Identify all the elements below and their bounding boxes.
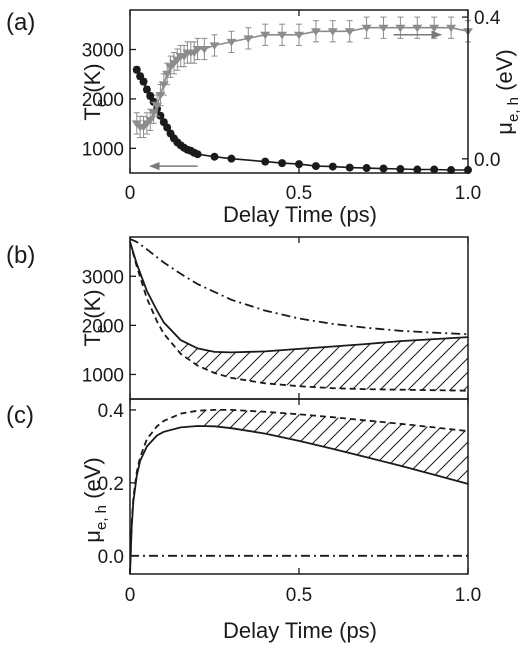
panel-a-point (199, 45, 210, 54)
panel-c-ytick-label: 0.4 (98, 401, 125, 422)
panel-a-point (193, 150, 202, 159)
panel-a-point (152, 102, 163, 111)
panel-a-point (395, 24, 406, 33)
panel-c-curve-lower (129, 425, 469, 575)
panel-a-ytick-label: 1000 (82, 139, 124, 160)
panel-a-point (345, 163, 354, 172)
panel-a-point (278, 159, 287, 168)
panel-a-point (378, 24, 389, 33)
panel-c-xtick-label: 0 (125, 585, 136, 606)
panel-a-point (156, 111, 165, 120)
panel-a-point (412, 24, 423, 33)
panel-a-xtick-label: 1.0 (455, 183, 481, 204)
panel-a-point (328, 162, 337, 171)
panel-a-y2label: μe, h (eV) (492, 49, 522, 134)
panel-c-ytick-label: 0.2 (98, 474, 124, 495)
panel-a-xlabel: Delay Time (ps) (223, 202, 377, 227)
panel-a-ytick-label: 2000 (82, 90, 124, 111)
panel-a-point (310, 28, 321, 36)
panel-b-ticks: 1000 2000 3000 (82, 237, 469, 399)
panel-b-ytick-label: 1000 (82, 365, 124, 386)
panel-a-point (155, 92, 166, 100)
panel-b: (b) 1000 2000 3000 Te (K) (6, 236, 469, 400)
panel-a-point (243, 35, 254, 43)
panel-a-point (146, 91, 155, 100)
panel-c-xtick-label: 0.5 (286, 585, 312, 606)
panel-c-xlabel: Delay Time (ps) (223, 618, 377, 643)
panel-a-series-2-line (136, 26, 469, 128)
panel-a-point (327, 28, 338, 36)
panel-b-marks (129, 238, 469, 392)
panel-c-marks (129, 408, 469, 575)
panel-a-point (311, 162, 320, 171)
panel-a-point (261, 157, 270, 166)
panel-b-label: (b) (6, 242, 35, 269)
panel-a-point (226, 38, 237, 47)
panel-c-ticks: 0 0.5 1.0 0.0 0.2 0.4 (98, 399, 481, 606)
panel-b-curve-dashdot (129, 238, 469, 336)
panel-a-xtick-label: 0 (125, 183, 136, 204)
panel-a-point (158, 81, 169, 89)
panel-a-point (361, 24, 372, 33)
panel-a-label: (a) (6, 9, 35, 36)
panel-a-right-ytick-label: 0.4 (474, 8, 501, 29)
panel-a: (a) 0 0.5 1.0 1000 2000 3000 0.0 0.4 Delay Time… (6, 8, 522, 227)
panel-a-marks (131, 16, 473, 175)
panel-a-point (379, 164, 388, 173)
panel-a-point (163, 123, 172, 132)
panel-b-curve-lower (129, 241, 469, 392)
panel-b-ylabel: Te (K) (80, 289, 110, 346)
panel-a-ytick-label: 3000 (82, 41, 124, 62)
panel-a-point (294, 31, 304, 40)
panel-a-point (209, 42, 220, 50)
panel-a-point (210, 152, 219, 161)
panel-a-point (344, 28, 355, 36)
panel-a-series-1-line (136, 69, 468, 171)
panel-a-ylabel: Te (K) (80, 63, 110, 120)
panel-a-point (446, 24, 457, 33)
panel-c-xtick-label: 1.0 (455, 585, 481, 606)
panel-b-hatch-region (180, 337, 468, 391)
panel-a-point (362, 164, 371, 173)
panel-a-point (192, 45, 203, 54)
panel-a-xtick-label: 0.5 (286, 183, 312, 204)
panel-b-curve-upper (129, 241, 469, 354)
panel-a-point (447, 166, 456, 175)
panel-a-point (145, 116, 156, 125)
panel-c-ylabel: μe, h (eV) (80, 457, 110, 542)
panel-a-point (139, 77, 148, 86)
panel-a-right-ytick-label: 0.0 (474, 150, 500, 171)
panel-a-point (429, 24, 440, 33)
panel-a-point (396, 165, 405, 174)
panel-a-ticks: 0 0.5 1.0 1000 2000 3000 0.0 0.4 (82, 8, 501, 204)
panel-a-point (413, 165, 422, 174)
panel-a-point (227, 154, 236, 163)
panel-a-point (162, 70, 173, 79)
panel-c-ytick-label: 0.0 (98, 547, 124, 568)
panel-c: (c) 0 0.5 1.0 0.0 0.2 0.4 Delay Time (ps) μe,… (6, 398, 481, 643)
panel-a-point (430, 165, 439, 174)
panel-a-point (142, 85, 151, 94)
panel-a-point (295, 160, 303, 169)
panel-b-ytick-label: 2000 (82, 316, 124, 337)
panel-b-ytick-label: 3000 (82, 267, 124, 288)
panel-a-point (148, 109, 159, 118)
panel-a-point (277, 31, 288, 40)
panel-a-point (132, 65, 141, 74)
panel-c-label: (c) (6, 402, 34, 429)
panel-a-point (260, 31, 271, 40)
